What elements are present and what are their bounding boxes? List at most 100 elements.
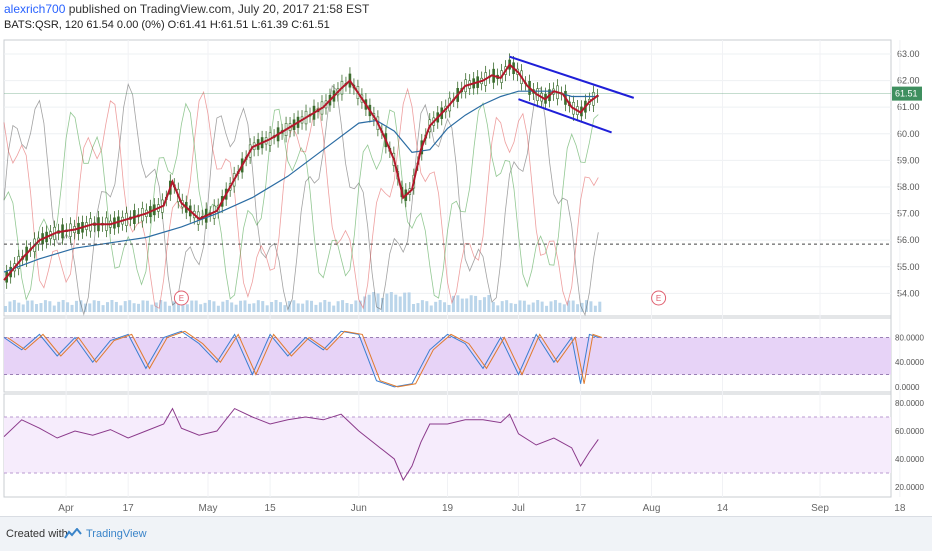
volume-bar <box>491 301 495 312</box>
earnings-event-marker <box>173 290 189 306</box>
stochastic-k-line <box>3 330 599 388</box>
volume-bar <box>398 296 402 312</box>
volume-bar <box>66 302 70 312</box>
stochastic-d-line <box>7 330 602 388</box>
time-tick-label: 15 <box>265 503 277 514</box>
volume-bar <box>531 302 535 312</box>
volume-bar <box>389 292 393 312</box>
volume-bar <box>106 302 110 312</box>
volume-bar <box>571 300 575 312</box>
volume-bar <box>168 305 172 312</box>
last-price-badge <box>892 86 922 101</box>
last-price-label: 61.51 <box>895 89 918 99</box>
volume-bar <box>332 305 336 312</box>
chart-canvas[interactable]: 63.00 62.00 61.00 60.00 59.00 58.00 57.00 56.00… <box>0 0 932 516</box>
volume-bar <box>274 300 278 312</box>
volume-bar <box>363 296 367 312</box>
volume-bar <box>434 301 438 312</box>
volume-bar <box>456 295 460 312</box>
volume-bar <box>230 302 234 312</box>
volume-bar <box>518 300 522 312</box>
volume-bar <box>540 301 544 312</box>
volume-bar <box>403 292 407 312</box>
volume-bar <box>12 300 16 312</box>
price-tick-label: 63.00 <box>897 49 920 59</box>
rsi-panel: 80.0000 60.0000 40.0000 20.0000 <box>3 399 924 492</box>
volume-bar <box>74 300 78 312</box>
volume-bar <box>447 304 451 312</box>
volume-bar <box>26 300 30 312</box>
volume-bar <box>367 294 371 312</box>
volume-bar <box>460 298 464 312</box>
volume-bar <box>522 300 526 312</box>
volume-bar <box>247 303 251 312</box>
rsi-band <box>4 417 891 473</box>
volume-bar <box>243 300 247 312</box>
volume-bar <box>181 302 185 312</box>
time-tick-label: 17 <box>123 503 135 514</box>
volume-bar <box>141 300 145 312</box>
volume-bar <box>35 304 39 312</box>
volume-bar <box>194 300 198 312</box>
volume-bar <box>239 300 243 312</box>
volume-bar <box>252 303 256 312</box>
volume-bar <box>425 301 429 312</box>
volume-bar <box>323 300 327 312</box>
volume-bar <box>354 300 358 312</box>
volume-bar <box>465 298 469 312</box>
volume-bar <box>549 301 553 312</box>
rsi-tick-label: 80.0000 <box>895 399 924 408</box>
author-link[interactable]: alexrich700 <box>4 2 66 16</box>
volume-bar <box>132 303 136 312</box>
overlay-grey-line <box>3 83 599 317</box>
overlay-red-line <box>3 87 599 310</box>
price-tick-label: 57.00 <box>897 209 920 219</box>
volume-bar <box>225 300 229 312</box>
rsi-tick-label: 40.0000 <box>895 455 924 464</box>
volume-bar <box>296 303 300 312</box>
volume-bar <box>372 292 376 312</box>
volume-bar <box>487 295 491 312</box>
volume-bar <box>451 295 455 312</box>
volume-bar <box>185 304 189 312</box>
trend-line-1 <box>509 55 635 99</box>
created-with-text: Created with <box>6 528 68 540</box>
volume-bar <box>176 300 180 312</box>
price-tick-label: 55.00 <box>897 262 920 272</box>
time-tick-label: 17 <box>575 503 587 514</box>
volume-bar <box>420 300 424 312</box>
volume-bar <box>270 301 274 312</box>
volume-bar <box>527 304 531 312</box>
price-tick-label: 60.00 <box>897 129 920 139</box>
volume-bar <box>429 305 433 312</box>
volume-bar <box>576 304 580 312</box>
candlesticks <box>5 53 599 289</box>
volume-bar <box>376 293 380 312</box>
volume-bar <box>358 300 362 312</box>
volume-bar <box>150 304 154 312</box>
volume-bar <box>57 301 61 312</box>
volume-bar <box>4 306 7 312</box>
volume-bar <box>216 305 220 312</box>
volume-bar <box>119 305 123 312</box>
volume-bar <box>234 304 238 312</box>
overlay-green-line <box>3 101 599 301</box>
time-tick-label: May <box>199 503 218 514</box>
volume-bar <box>478 300 482 312</box>
volume-bar <box>301 303 305 312</box>
stochastic-band <box>4 337 891 375</box>
volume-bar <box>114 301 118 312</box>
stochastic-tick-label: 80.0000 <box>895 333 924 342</box>
volume-bar <box>145 300 149 312</box>
time-tick-label: 14 <box>717 503 729 514</box>
volume-bar <box>394 294 398 312</box>
tradingview-brand-link[interactable]: TradingView <box>86 528 147 540</box>
volume-bar <box>123 301 127 312</box>
volume-bar <box>318 302 322 312</box>
volume-bar <box>580 302 584 312</box>
volume-bar <box>101 305 105 312</box>
volume-bars <box>4 292 602 312</box>
volume-bar <box>500 301 504 312</box>
volume-bar <box>30 300 34 312</box>
volume-bar <box>305 300 309 312</box>
